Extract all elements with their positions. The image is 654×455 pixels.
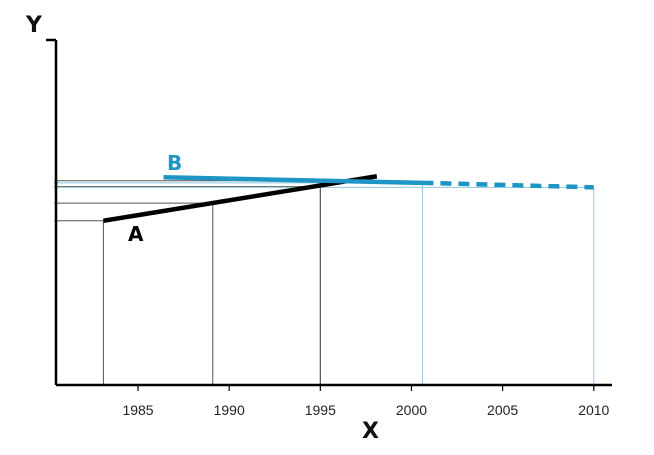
series-lines: [103, 174, 594, 224]
series-a-label: A: [128, 222, 144, 246]
series-line-b: [163, 175, 423, 186]
x-tick-label: 2010: [578, 402, 609, 418]
x-tick-label: 2000: [396, 402, 427, 418]
x-tick-label: 1990: [214, 402, 245, 418]
x-tick-labels: 1985 1990 1995 2000 2005 2010: [122, 402, 609, 418]
series-b-label: B: [167, 151, 182, 175]
x-axis-title: X: [362, 419, 379, 444]
series-line-a: [103, 174, 378, 224]
axes: [46, 38, 612, 391]
x-tick-label: 1995: [305, 402, 336, 418]
y-axis-title: Y: [25, 13, 43, 38]
series-line-b-projection: [422, 180, 594, 190]
x-tick-label: 1985: [122, 402, 153, 418]
x-tick-label: 2005: [487, 402, 518, 418]
reference-lines: [54, 179, 595, 385]
